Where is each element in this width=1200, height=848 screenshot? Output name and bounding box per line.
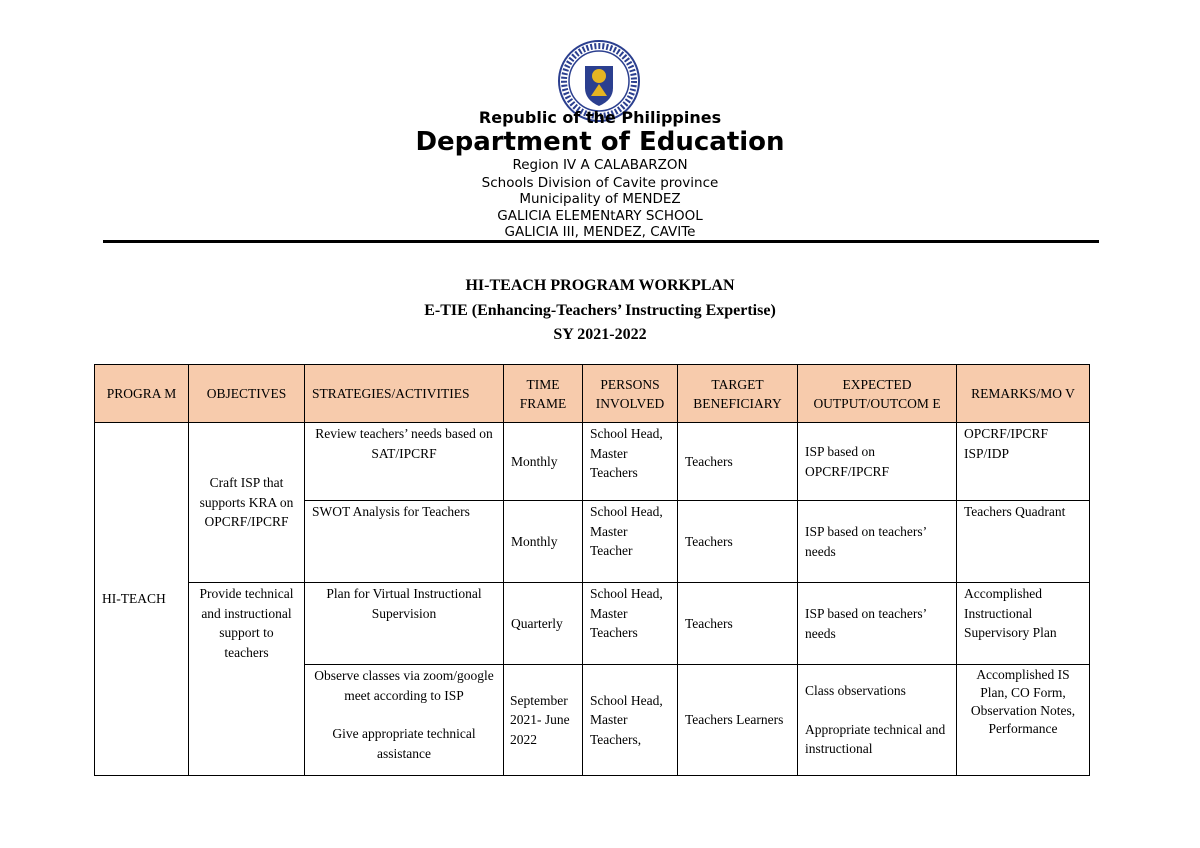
persons-cell: School Head, Master Teachers,: [582, 664, 678, 776]
address-line: GALICIA III, MENDEZ, CAVITe: [504, 224, 696, 240]
target-cell: Teachers: [677, 422, 798, 501]
time-cell: September 2021- June 2022: [503, 664, 583, 776]
col-header-persons: PERSONS INVOLVED: [582, 364, 678, 423]
table-row: HI-TEACH Craft ISP that supports KRA on …: [94, 422, 1090, 776]
target-cell: Teachers: [677, 500, 798, 583]
persons-cell: School Head, Master Teachers: [582, 582, 678, 665]
municipality-line: Municipality of MENDEZ: [519, 191, 681, 207]
time-cell: Quarterly: [503, 582, 583, 665]
objective-cell: Craft ISP that supports KRA on OPCRF/IPC…: [188, 422, 305, 583]
output-text-2: Appropriate technical and instructional: [805, 721, 946, 757]
workplan-subtitle: E-TIE (Enhancing-Teachers’ Instructing E…: [424, 302, 776, 319]
remarks-cell: Accomplished Instructional Supervisory P…: [956, 582, 1090, 665]
col-header-strategies: STRATEGIES/ACTIVITIES: [304, 364, 504, 423]
time-cell: Monthly: [503, 422, 583, 501]
division-line: Schools Division of Cavite province: [481, 175, 719, 191]
strategy-cell: Review teachers’ needs based on SAT/IPCR…: [304, 422, 504, 501]
col-header-remarks: REMARKS/MO V: [956, 364, 1090, 423]
workplan-table: PROGRA M OBJECTIVES STRATEGIES/ACTIVITIE…: [94, 364, 1090, 776]
remarks-cell: OPCRF/IPCRF ISP/IDP: [956, 422, 1090, 501]
table-row: SWOT Analysis for Teachers Monthly Schoo…: [95, 500, 1090, 583]
table-header-row: PROGRA M OBJECTIVES STRATEGIES/ACTIVITIE…: [94, 364, 1090, 423]
workplan-title: HI-TEACH PROGRAM WORKPLAN: [465, 277, 735, 294]
output-cell: ISP based on OPCRF/IPCRF: [797, 422, 957, 501]
persons-cell: School Head, Master Teachers: [582, 422, 678, 501]
output-cell: Class observations Appropriate technical …: [797, 664, 957, 776]
remarks-cell: Accomplished IS Plan, CO Form, Observati…: [956, 664, 1090, 776]
objective-cell: Provide technical and instructional supp…: [188, 582, 305, 776]
strategy-cell: Plan for Virtual Instructional Supervisi…: [304, 582, 504, 665]
output-cell: ISP based on teachers’ needs: [797, 500, 957, 583]
strategy-cell: SWOT Analysis for Teachers: [304, 500, 504, 583]
target-cell: Teachers: [677, 582, 798, 665]
time-cell: Monthly: [503, 500, 583, 583]
region-line: Region IV A CALABARZON: [512, 157, 688, 173]
table-row: Provide technical and instructional supp…: [95, 582, 1090, 776]
program-cell: HI-TEACH: [94, 422, 189, 776]
col-header-output: EXPECTED OUTPUT/OUTCOM E: [797, 364, 957, 423]
col-header-time-frame: TIME FRAME: [503, 364, 583, 423]
col-header-target: TARGET BENEFICIARY: [677, 364, 798, 423]
strategy-text: Observe classes via zoom/google meet acc…: [314, 668, 494, 703]
republic-heading: Republic of the Philippines: [478, 108, 722, 127]
strategy-cell: Observe classes via zoom/google meet acc…: [304, 664, 504, 776]
header-divider: [103, 240, 1099, 243]
strategy-text-2: Give appropriate technical assistance: [332, 726, 476, 761]
target-cell: Teachers Learners: [677, 664, 798, 776]
remarks-cell: Teachers Quadrant: [956, 500, 1090, 583]
school-line: GALICIA ELEMENtARY SCHOOL: [497, 208, 703, 224]
persons-cell: School Head, Master Teacher: [582, 500, 678, 583]
output-text: Class observations: [805, 683, 906, 699]
table-row: Observe classes via zoom/google meet acc…: [95, 664, 1090, 776]
output-cell: ISP based on teachers’ needs: [797, 582, 957, 665]
department-heading: Department of Education: [415, 127, 785, 157]
col-header-objectives: OBJECTIVES: [188, 364, 305, 423]
col-header-program: PROGRA M: [94, 364, 189, 423]
deped-seal-logo: [558, 40, 640, 122]
school-year: SY 2021-2022: [553, 326, 647, 343]
